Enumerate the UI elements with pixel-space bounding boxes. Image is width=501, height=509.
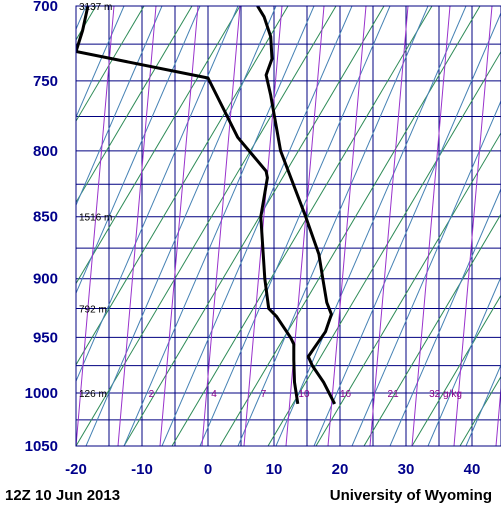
mixing-ratio-label: 4 (211, 389, 217, 400)
plot-area (0, 5, 501, 447)
dry-adiabat-line (123, 6, 385, 446)
y-tick-label: 700 (33, 0, 58, 15)
height-label: 1516 m (79, 213, 112, 224)
dry-adiabat-line (267, 50, 501, 446)
y-tick-label: 900 (33, 271, 58, 288)
dry-adiabat-line (171, 6, 433, 446)
mixing-ratio-line (327, 6, 367, 446)
height-label: 126 m (79, 389, 107, 400)
x-tick-label: 40 (464, 461, 481, 478)
dry-adiabat-line (76, 6, 289, 366)
moist-adiabat-line (0, 6, 10, 446)
mixing-ratio-label: 7 (261, 389, 267, 400)
x-tick-label: 20 (332, 461, 349, 478)
mixing-ratio-line (369, 6, 409, 446)
height-label: 3137 m (79, 2, 112, 13)
dry-adiabat-line (76, 6, 241, 285)
dry-adiabat-line (411, 294, 501, 446)
dry-adiabat-line (219, 6, 481, 446)
mixing-ratio-line (411, 6, 451, 446)
dry-adiabat-line (363, 213, 501, 446)
moist-adiabat-line (161, 6, 353, 446)
mixing-ratio-line (201, 6, 241, 446)
mixing-ratio-line (117, 6, 157, 446)
height-label: 792 m (79, 304, 107, 315)
y-tick-label: 1000 (25, 385, 58, 402)
moist-adiabat-line (76, 6, 239, 383)
mixing-ratio-line (285, 6, 325, 446)
moist-adiabat-line (275, 6, 467, 446)
x-tick-label: -10 (131, 461, 153, 478)
y-tick-label: 850 (33, 209, 58, 226)
moist-adiabat-line (313, 11, 501, 446)
temperature-profile-line (256, 6, 337, 405)
mixing-ratio-line (76, 6, 115, 446)
dry-adiabat-line (76, 6, 145, 123)
dewpoint-profile-line (76, 6, 300, 405)
mixing-ratio-label: 32 g/kg (429, 389, 462, 400)
moist-adiabat-line (237, 6, 429, 446)
mixing-ratio-line (159, 6, 199, 446)
x-tick-label: 0 (204, 461, 212, 478)
moist-adiabat-line (123, 6, 315, 446)
x-tick-label: -20 (65, 461, 87, 478)
mixing-ratio-label: 10 (298, 389, 310, 400)
mixing-ratio-label: 21 (388, 389, 400, 400)
x-tick-label: 30 (398, 461, 415, 478)
moist-adiabat-line (389, 187, 501, 446)
y-tick-label: 750 (33, 73, 58, 90)
plot-lines (0, 6, 501, 446)
mixing-ratio-line (453, 6, 493, 446)
moist-adiabat-line (76, 6, 125, 119)
moist-adiabat-line (85, 6, 277, 446)
moist-adiabat-line (76, 6, 163, 207)
y-tick-label: 1050 (25, 438, 58, 455)
moist-adiabat-line (351, 99, 501, 446)
mixing-ratio-label: 2 (149, 389, 155, 400)
dry-adiabat-line (76, 6, 337, 446)
axis-labels: -20 -10 0 10 20 30 40 700 750 800 850 900 950 1000 105… (25, 0, 481, 478)
mixing-ratio-line (243, 6, 283, 446)
y-tick-label: 950 (33, 329, 58, 346)
plot-frame (75, 5, 501, 447)
moist-adiabat-line (76, 6, 201, 295)
footer-source-label: University of Wyoming (330, 487, 492, 504)
y-tick-label: 800 (33, 143, 58, 160)
footer-time-label: 12Z 10 Jun 2013 (5, 487, 120, 504)
moist-adiabat-line (427, 275, 501, 446)
mixing-ratio-label: 16 (340, 389, 352, 400)
moist-adiabat-line (465, 363, 501, 446)
mixing-ratio-line (0, 6, 30, 446)
dry-adiabat-line (76, 6, 193, 204)
dry-adiabat-line (315, 131, 501, 446)
moist-adiabat-line (199, 6, 391, 446)
x-tick-label: 10 (266, 461, 283, 478)
